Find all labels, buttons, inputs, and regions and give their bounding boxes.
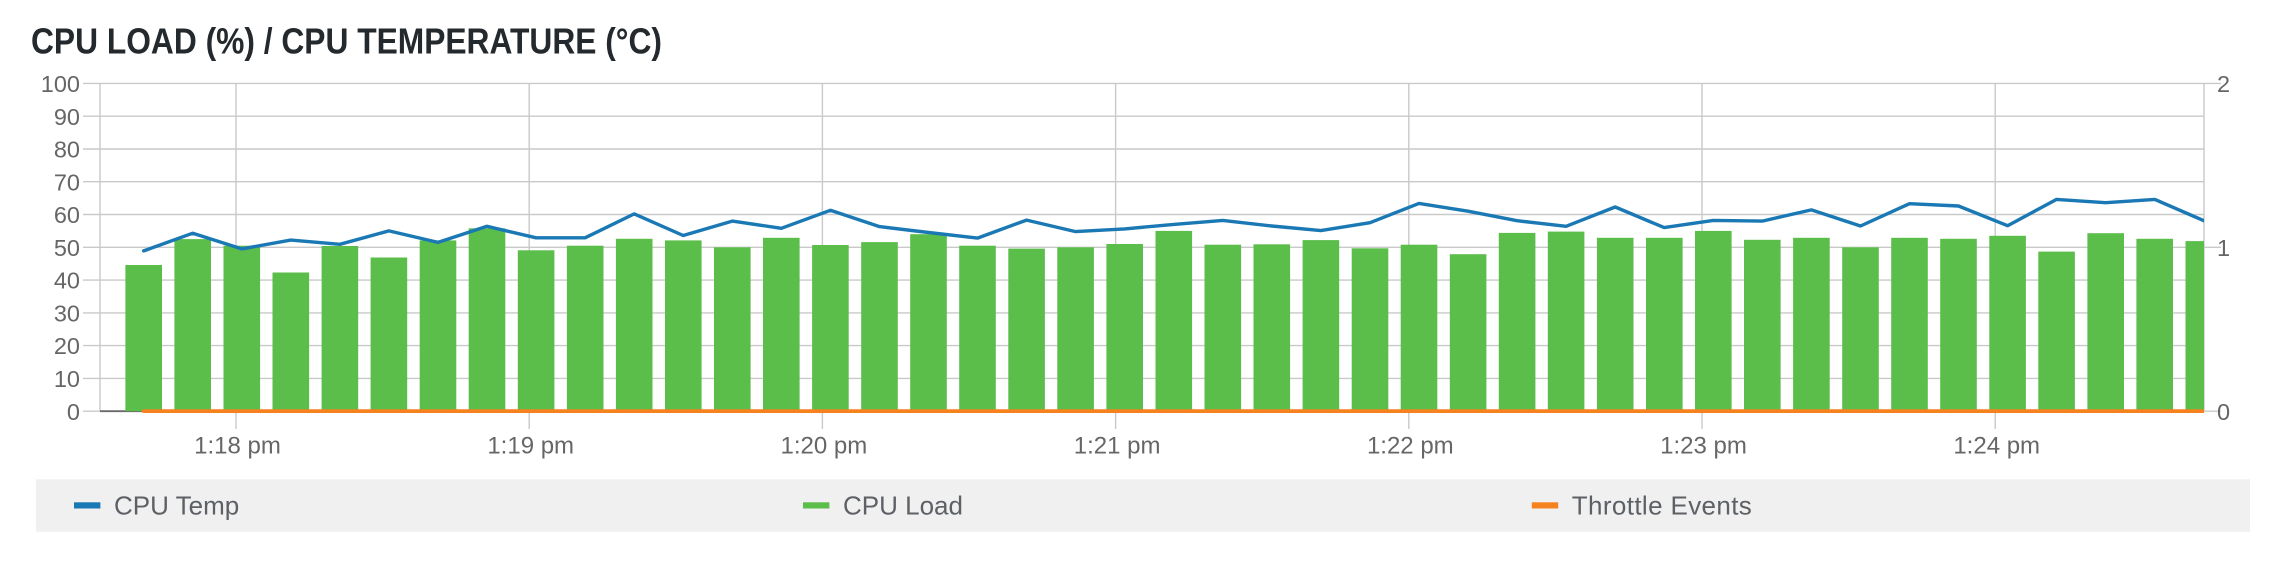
svg-text:90: 90 bbox=[54, 104, 80, 130]
svg-text:CPU Load: CPU Load bbox=[843, 490, 963, 520]
svg-text:50: 50 bbox=[54, 235, 80, 261]
svg-text:1:18 pm: 1:18 pm bbox=[194, 433, 281, 460]
svg-text:CPU LOAD (%) / CPU TEMPERATURE: CPU LOAD (%) / CPU TEMPERATURE (°C) bbox=[31, 20, 662, 61]
svg-text:1:20 pm: 1:20 pm bbox=[781, 433, 868, 460]
svg-text:1:22 pm: 1:22 pm bbox=[1367, 433, 1454, 460]
svg-text:40: 40 bbox=[54, 268, 80, 294]
svg-text:0: 0 bbox=[2217, 399, 2230, 425]
svg-text:1:23 pm: 1:23 pm bbox=[1660, 433, 1747, 460]
svg-text:1:19 pm: 1:19 pm bbox=[487, 433, 574, 460]
svg-text:0: 0 bbox=[67, 399, 80, 425]
svg-text:70: 70 bbox=[54, 169, 80, 195]
svg-text:2: 2 bbox=[2217, 71, 2230, 97]
svg-text:20: 20 bbox=[54, 333, 80, 359]
svg-text:Throttle Events: Throttle Events bbox=[1572, 490, 1752, 520]
svg-text:60: 60 bbox=[54, 202, 80, 228]
svg-text:30: 30 bbox=[54, 301, 80, 327]
svg-text:1:24 pm: 1:24 pm bbox=[1953, 433, 2040, 460]
svg-text:1:21 pm: 1:21 pm bbox=[1074, 433, 1161, 460]
svg-text:10: 10 bbox=[54, 366, 80, 392]
svg-text:100: 100 bbox=[41, 71, 80, 97]
svg-text:1: 1 bbox=[2217, 235, 2230, 261]
svg-text:CPU Temp: CPU Temp bbox=[114, 490, 239, 520]
svg-text:80: 80 bbox=[54, 137, 80, 163]
